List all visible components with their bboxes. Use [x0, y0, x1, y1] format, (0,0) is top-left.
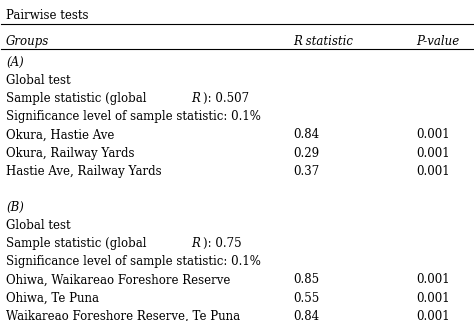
Text: Global test: Global test	[6, 219, 71, 232]
Text: Significance level of sample statistic: 0.1%: Significance level of sample statistic: …	[6, 255, 261, 268]
Text: 0.29: 0.29	[293, 147, 319, 160]
Text: (B): (B)	[6, 201, 24, 214]
Text: 0.001: 0.001	[416, 273, 450, 286]
Text: 0.84: 0.84	[293, 310, 319, 321]
Text: Okura, Railway Yards: Okura, Railway Yards	[6, 147, 135, 160]
Text: 0.55: 0.55	[293, 291, 320, 305]
Text: 0.001: 0.001	[416, 310, 450, 321]
Text: Global test: Global test	[6, 74, 71, 87]
Text: 0.001: 0.001	[416, 128, 450, 142]
Text: 0.84: 0.84	[293, 128, 319, 142]
Text: 0.001: 0.001	[416, 165, 450, 178]
Text: Sample statistic (global: Sample statistic (global	[6, 237, 150, 250]
Text: Pairwise tests: Pairwise tests	[6, 9, 89, 22]
Text: P-value: P-value	[416, 35, 459, 48]
Text: R: R	[191, 92, 200, 105]
Text: 0.001: 0.001	[416, 147, 450, 160]
Text: Ohiwa, Te Puna: Ohiwa, Te Puna	[6, 291, 99, 305]
Text: 0.37: 0.37	[293, 165, 320, 178]
Text: Sample statistic (global: Sample statistic (global	[6, 92, 150, 105]
Text: Okura, Hastie Ave: Okura, Hastie Ave	[6, 128, 115, 142]
Text: Ohiwa, Waikareao Foreshore Reserve: Ohiwa, Waikareao Foreshore Reserve	[6, 273, 230, 286]
Text: Hastie Ave, Railway Yards: Hastie Ave, Railway Yards	[6, 165, 162, 178]
Text: R: R	[191, 237, 200, 250]
Text: Waikareao Foreshore Reserve, Te Puna: Waikareao Foreshore Reserve, Te Puna	[6, 310, 240, 321]
Text: ): 0.507: ): 0.507	[202, 92, 249, 105]
Text: 0.001: 0.001	[416, 291, 450, 305]
Text: Significance level of sample statistic: 0.1%: Significance level of sample statistic: …	[6, 110, 261, 123]
Text: (A): (A)	[6, 56, 24, 69]
Text: R statistic: R statistic	[293, 35, 354, 48]
Text: ): 0.75: ): 0.75	[202, 237, 241, 250]
Text: 0.85: 0.85	[293, 273, 319, 286]
Text: Groups: Groups	[6, 35, 49, 48]
